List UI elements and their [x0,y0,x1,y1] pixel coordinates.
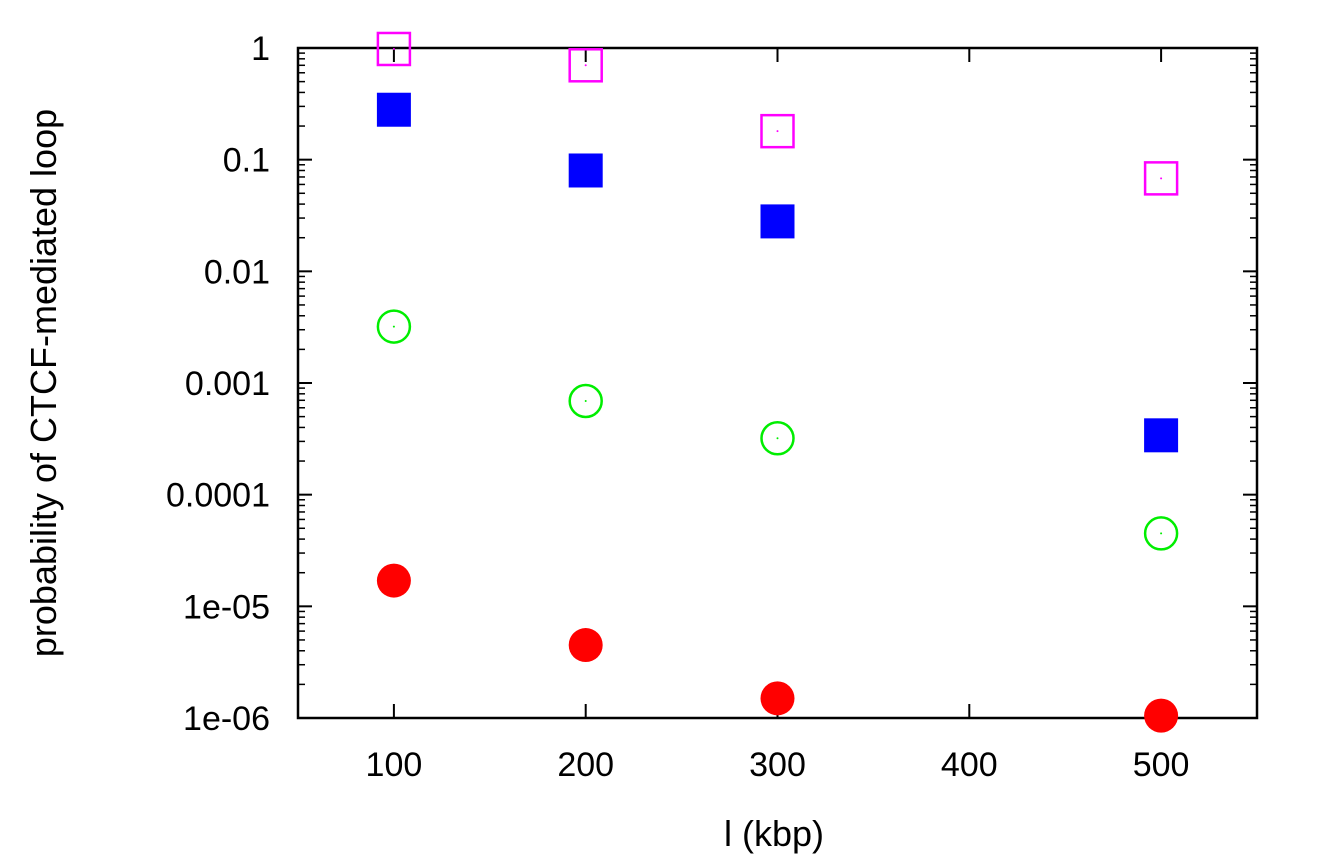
data-point-filled-circle [376,563,411,598]
x-tick-label: 200 [557,746,614,784]
data-marks [376,31,1179,733]
data-point-open-circle [568,383,603,419]
x-tick-label: 400 [941,746,998,784]
data-point-open-circle [376,309,412,344]
data-point-filled-square [760,204,795,239]
series-filled-square [376,92,1179,453]
data-point-open-circle [760,421,795,456]
x-tick-label: 500 [1133,746,1190,784]
series-open-circle [376,309,1179,551]
y-tick-label: 0.001 [185,365,270,403]
data-point-center-dot [392,47,395,50]
data-point-filled-square [376,92,411,127]
data-point-filled-square [1144,418,1179,453]
y-tick-label: 1e-05 [183,588,270,626]
data-point-open-square [1143,161,1179,196]
axis-ticks [298,47,1257,719]
data-point-open-circle [1143,516,1179,551]
plot-frame [296,46,1259,720]
x-axis-label: l (kbp) [724,813,824,854]
x-tick-label: 100 [366,746,423,784]
y-tick-label: 0.0001 [166,477,270,515]
data-point-filled-circle [1144,698,1179,733]
data-point-filled-circle [568,628,603,663]
data-point-center-dot [392,325,395,328]
data-point-open-square [760,113,795,149]
axis-tick-labels: 100 200 300 400 500 1 0.1 0.01 0.001 0.0001 1e-05 1… [166,30,1189,784]
data-point-open-square [376,31,412,67]
data-point-center-dot [1160,532,1163,535]
data-point-open-square [568,48,603,83]
y-axis-label: probability of CTCF-mediated loop [23,109,64,657]
series-filled-circle [376,563,1179,733]
y-tick-label: 1 [251,30,270,68]
y-tick-label: 0.01 [204,253,270,291]
data-point-filled-square [568,153,603,188]
data-point-center-dot [776,437,779,440]
data-point-center-dot [1160,177,1163,180]
y-tick-label: 1e-06 [183,700,270,738]
data-point-center-dot [776,130,779,133]
data-point-center-dot [584,64,587,67]
y-tick-label: 0.1 [223,142,270,180]
data-point-center-dot [584,399,587,402]
data-point-filled-circle [760,681,795,716]
series-open-square [376,31,1179,196]
x-tick-label: 300 [749,746,806,784]
